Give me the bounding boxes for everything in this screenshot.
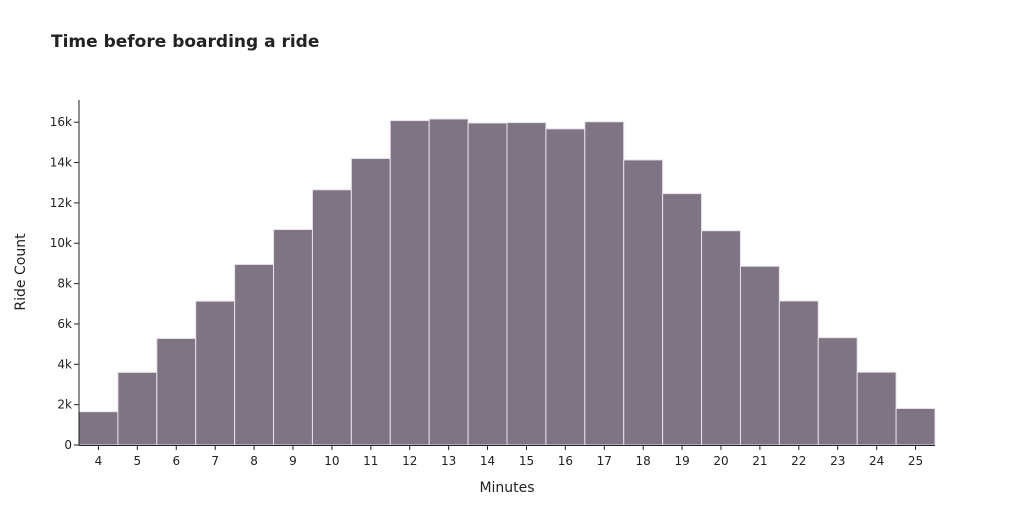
bar-19 bbox=[662, 193, 703, 446]
y-tick-label: 4k bbox=[57, 357, 72, 371]
x-tick-label: 4 bbox=[95, 454, 103, 468]
x-tick-label: 20 bbox=[713, 454, 728, 468]
bar-21 bbox=[739, 265, 780, 446]
x-tick-label: 14 bbox=[480, 454, 495, 468]
x-tick-label: 15 bbox=[519, 454, 534, 468]
x-tick-label: 25 bbox=[908, 454, 923, 468]
y-tick-label: 2k bbox=[57, 398, 72, 412]
x-tick-label: 9 bbox=[289, 454, 297, 468]
x-tick-label: 12 bbox=[402, 454, 417, 468]
bar-6 bbox=[156, 337, 197, 446]
axes-group: 0 2k 4k 6k 8k 10k 12k 14k 16k 4 5 6 7 8 9 10 11 12 13 14 15 1… bbox=[50, 100, 935, 468]
x-tick-label: 24 bbox=[869, 454, 884, 468]
x-tick-label: 19 bbox=[674, 454, 689, 468]
y-tick-label: 6k bbox=[57, 317, 72, 331]
x-tick-label: 17 bbox=[597, 454, 612, 468]
y-tick-label: 12k bbox=[50, 196, 72, 210]
bar-22 bbox=[778, 300, 819, 446]
bar-24 bbox=[856, 371, 897, 446]
bar-8 bbox=[234, 263, 275, 446]
bar-23 bbox=[817, 337, 858, 446]
x-tick-label: 16 bbox=[558, 454, 573, 468]
bar-16 bbox=[545, 128, 586, 446]
y-axis-title: Ride Count bbox=[13, 233, 29, 311]
y-tick-label: 16k bbox=[50, 115, 72, 129]
x-tick-label: 23 bbox=[830, 454, 845, 468]
bar-15 bbox=[506, 122, 547, 446]
y-tick-label: 10k bbox=[50, 236, 72, 250]
y-tick-label: 0 bbox=[64, 438, 72, 452]
x-tick-label: 8 bbox=[250, 454, 258, 468]
bar-5 bbox=[117, 371, 158, 446]
bar-4 bbox=[78, 411, 119, 446]
x-tick-label: 7 bbox=[211, 454, 219, 468]
x-tick-label: 22 bbox=[791, 454, 806, 468]
bar-7 bbox=[195, 300, 236, 446]
x-tick-label: 13 bbox=[441, 454, 456, 468]
x-tick-label: 10 bbox=[324, 454, 339, 468]
x-tick-label: 18 bbox=[636, 454, 651, 468]
x-tick-label: 6 bbox=[172, 454, 180, 468]
bar-13 bbox=[428, 118, 469, 446]
x-tick-label: 21 bbox=[752, 454, 767, 468]
y-tick-label: 8k bbox=[57, 277, 72, 291]
bar-20 bbox=[701, 230, 741, 446]
bar-9 bbox=[273, 229, 313, 446]
x-axis-title: Minutes bbox=[479, 480, 534, 496]
bar-11 bbox=[350, 158, 391, 446]
chart-title: Time before boarding a ride bbox=[51, 32, 320, 52]
bar-18 bbox=[623, 159, 664, 446]
bar-17 bbox=[584, 121, 625, 446]
bar-12 bbox=[389, 120, 430, 446]
x-tick-label: 5 bbox=[134, 454, 142, 468]
x-tick-label: 11 bbox=[363, 454, 378, 468]
bar-25 bbox=[895, 407, 936, 446]
bar-14 bbox=[467, 122, 508, 446]
bar-10 bbox=[311, 189, 352, 446]
bars-group bbox=[78, 118, 936, 446]
y-tick-label: 14k bbox=[50, 156, 72, 170]
